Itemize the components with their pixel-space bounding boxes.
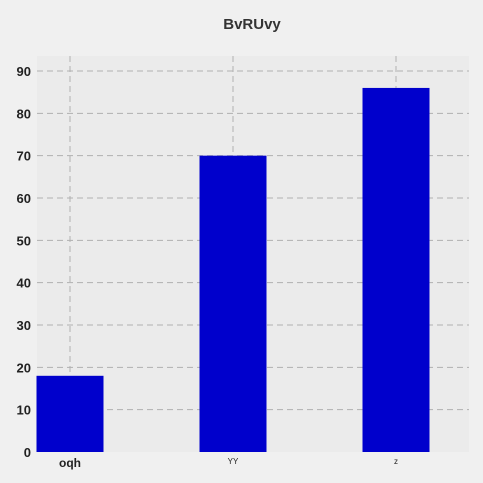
x-tick-label: z xyxy=(394,457,398,466)
bars xyxy=(36,87,430,452)
y-tick-label: 20 xyxy=(17,360,31,375)
y-tick-label: 30 xyxy=(17,318,31,333)
x-axis-ticks: oqh YY z xyxy=(59,456,398,470)
x-tick-label: YY xyxy=(228,457,239,466)
y-tick-label: 10 xyxy=(17,403,31,418)
y-tick-label: 40 xyxy=(17,276,31,291)
bar-z xyxy=(362,87,430,452)
y-axis-ticks: 0 10 20 30 40 50 60 70 80 90 xyxy=(17,64,31,460)
x-tick-label: oqh xyxy=(59,456,81,470)
y-tick-label: 60 xyxy=(17,191,31,206)
y-tick-label: 0 xyxy=(24,445,31,460)
bar-oqh xyxy=(36,375,104,452)
bar-YY xyxy=(199,155,267,452)
y-tick-label: 70 xyxy=(17,149,31,164)
y-tick-label: 90 xyxy=(17,64,31,79)
y-tick-label: 80 xyxy=(17,106,31,121)
chart-title: BvRUvy xyxy=(223,16,281,33)
y-tick-label: 50 xyxy=(17,233,31,248)
